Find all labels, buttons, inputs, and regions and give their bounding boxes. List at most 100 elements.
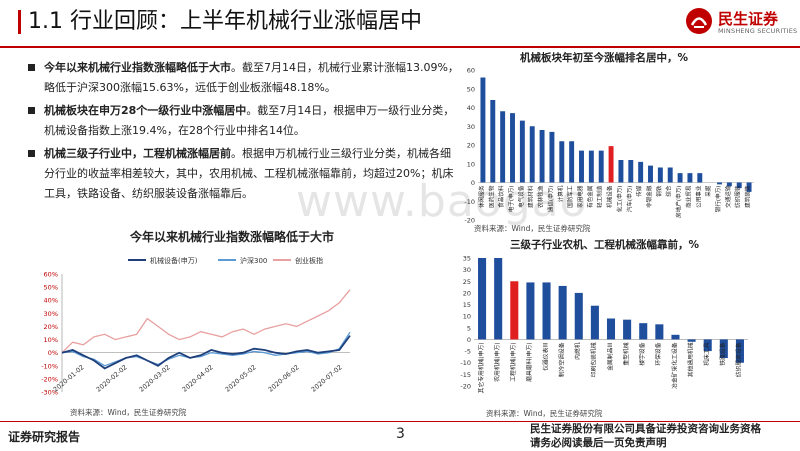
bar (746, 182, 752, 192)
series-line-1 (61, 331, 351, 367)
y-tick-label: 60% (44, 271, 58, 279)
y-tick-label: 30% (44, 310, 58, 318)
y-tick-label: 50 (467, 85, 475, 93)
logo-text-en: MINSHENG SECURITIES (718, 27, 798, 35)
page-number: 3 (396, 426, 405, 442)
x-tick-label: 汽车(申万) (625, 186, 633, 213)
bar (697, 173, 703, 183)
bar2-source: 资料来源：Wind，民生证券研究院 (486, 409, 603, 418)
bar (687, 173, 693, 183)
bar (655, 324, 664, 340)
bullet-item: 机械三级子行业中，工程机械涨幅居前。根据申万机械行业三级行业分类，机械各细分行业… (28, 144, 460, 204)
footer-line-1: 民生证券股份有限公司具备证券投资咨询业务资格 (530, 423, 761, 435)
bar (500, 111, 506, 183)
x-tick-label: 非银金融 (645, 185, 653, 208)
brand-logo: 民生证券 MINSHENG SECURITIES (684, 6, 798, 38)
page-title: 1.1 行业回顾：上半年机械行业涨幅居中 (28, 9, 422, 34)
y-tick-label: 20% (44, 323, 58, 331)
footer-report-label: 证券研究报告 (8, 430, 81, 444)
x-tick-label: 建筑装饰 (744, 185, 752, 208)
footer-line-2: 请务必阅读最后一页免责声明 (530, 437, 667, 449)
line-chart-source: 资料来源：Wind，民生证券研究院 (70, 408, 187, 417)
y-tick-label: -30% (41, 389, 58, 397)
x-tick-label: 重型机械 (622, 342, 630, 365)
bar (598, 150, 604, 183)
y-tick-label: -10 (464, 198, 475, 206)
x-tick-label: 农用机械(申万) (493, 342, 501, 381)
x-tick-label: 化工(申万) (615, 186, 623, 213)
y-tick-label: -10% (41, 362, 58, 370)
x-tick-label: 医药生物 (487, 185, 495, 208)
bar (526, 282, 535, 340)
x-tick-label: 机床工具 (703, 342, 711, 365)
bar (677, 173, 683, 183)
bar1-title: 机械板块年初至今涨幅排名居中，% (520, 52, 689, 64)
footer-divider (0, 421, 800, 422)
x-tick-label: 公用事业 (694, 185, 702, 208)
y-tick-label: 50% (44, 284, 58, 292)
x-tick-label: 2020-03-02 (138, 363, 172, 393)
bar (639, 323, 648, 340)
y-tick-label: -20 (460, 383, 471, 391)
bar (726, 182, 732, 187)
bullet-lead: 机械板块在申万28个一级行业中涨幅居中 (44, 104, 247, 117)
bullet-text: 。根据申万机械行业三级行业分类，机械各细分行业的收益率相差较大，其中，农用机械、… (44, 147, 454, 200)
series-line-2 (61, 289, 351, 354)
title-bar: 1.1 行业回顾：上半年机械行业涨幅居中 民生证券 MINSHENG SECUR… (0, 0, 800, 44)
x-tick-label: 有色金属 (586, 185, 594, 208)
y-tick-label: -20 (464, 217, 475, 225)
x-tick-label: 通信(申万) (546, 186, 554, 213)
x-tick-label: 机械设备 (606, 185, 614, 208)
bar (590, 305, 599, 340)
bar (542, 282, 551, 340)
line-chart: 机械设备(申万) 沪深300 创业板指 -30% -20% -10% 0% 10% 20% 30%… (41, 256, 351, 397)
bar (736, 182, 742, 189)
x-tick-label: 2020-06-02 (267, 363, 301, 393)
y-tick-label: -10 (460, 359, 471, 367)
bullet-lead: 今年以来机械行业指数涨幅略低于大市 (44, 61, 231, 74)
x-tick-label: 纺织服装设备 (735, 342, 743, 377)
x-tick-label: 银行(申万) (714, 186, 722, 213)
x-tick-label: 综合 (665, 185, 673, 197)
bar (735, 339, 744, 363)
bar (719, 339, 728, 359)
y-tick-label: 5 (467, 324, 471, 332)
bar (569, 141, 575, 183)
bar (574, 292, 583, 340)
x-tick-label: 楼宇设备 (638, 342, 646, 365)
x-tick-label: 家用电器 (576, 185, 584, 208)
y-tick-label: 40% (44, 297, 58, 305)
bullet-list: 今年以来机械行业指数涨幅略低于大市。截至7月14日，机械行业累计涨幅13.09%… (28, 58, 460, 207)
legend-label: 机械设备(申万) (150, 256, 198, 265)
y-tick-label: -20% (41, 375, 58, 383)
y-tick-label: 0% (48, 349, 58, 357)
logo-text-cn: 民生证券 (718, 10, 779, 28)
bar (648, 165, 653, 183)
y-tick-label: 0 (471, 179, 475, 187)
bar (478, 258, 487, 340)
x-tick-label: 制冷空调设备 (557, 342, 565, 377)
x-tick-label: 计算机 (556, 185, 564, 202)
bullet-text: 。截至7月14日，机械行业累计涨幅13.09%，略低于沪深300涨幅15.63%… (44, 61, 459, 94)
bar (717, 182, 722, 185)
x-tick-label: 交通运输 (724, 185, 732, 208)
x-tick-label: 食品饮料 (497, 185, 505, 208)
x-tick-label: 其它专用机械(申万) (477, 342, 485, 393)
x-tick-label: 金属制品III (606, 342, 614, 371)
x-tick-label: 商业贸易 (684, 185, 692, 208)
y-tick-label: 60 (467, 67, 475, 75)
line-chart-title: 今年以来机械行业指数涨幅略低于大市 (129, 230, 334, 244)
bar (510, 113, 515, 183)
bar (519, 120, 525, 183)
y-tick-label: -15 (460, 371, 471, 379)
x-tick-label: 2020-07-02 (310, 363, 344, 393)
bar (588, 150, 594, 183)
x-tick-label: 工程机械(申万) (509, 342, 517, 381)
y-tick-label: 35 (463, 255, 471, 263)
bullet-square-icon (28, 150, 35, 157)
x-tick-label: 电子(申万) (507, 186, 515, 213)
x-tick-label: 农林牧渔 (537, 185, 545, 208)
bar (510, 281, 519, 340)
bar (480, 77, 486, 183)
legend-label: 沪深300 (240, 256, 267, 265)
